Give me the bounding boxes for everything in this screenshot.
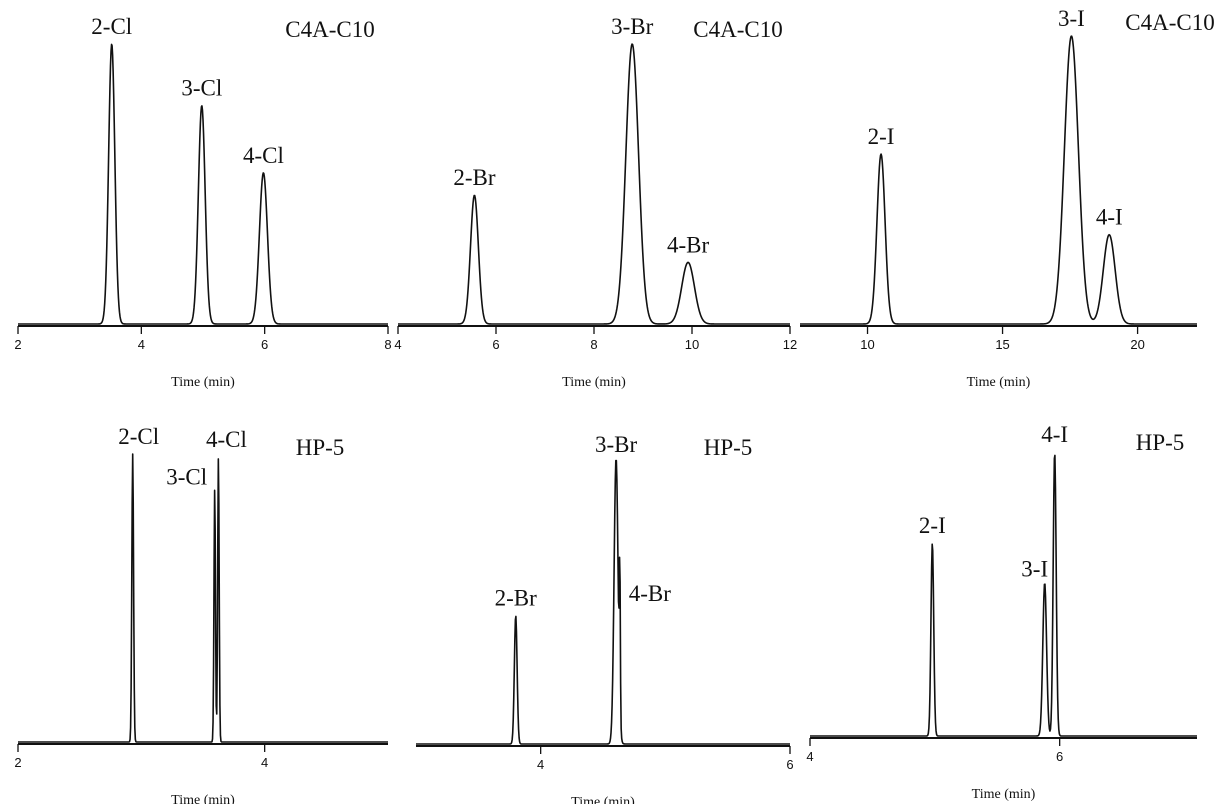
chromatogram-panel-4: 2 4 Time (min) HP-5 2-Cl 3-Cl 4-Cl xyxy=(14,424,389,804)
chromatogram-panel-1: 2 4 6 8 Time (min) C4A-C10 2-Cl 3-Cl 4-Cl xyxy=(14,14,391,390)
column-label: C4A-C10 xyxy=(285,17,374,42)
peak-label-4-I: 4-I xyxy=(1096,205,1123,230)
chromatogram-trace xyxy=(17,43,389,325)
x-axis-label: Time (min) xyxy=(171,375,235,390)
chromatogram-trace xyxy=(397,43,791,325)
x-tick-label: 6 xyxy=(261,337,268,352)
column-label: C4A-C10 xyxy=(693,17,782,42)
peak-label-4-Br: 4-Br xyxy=(629,581,672,606)
x-tick-label: 4 xyxy=(261,755,268,770)
chromatogram-panel-3: 10 15 20 Time (min) C4A-C10 2-I 3-I 4-I xyxy=(799,6,1215,390)
x-tick-label: 15 xyxy=(995,337,1009,352)
x-tick-label: 2 xyxy=(14,755,21,770)
peak-label-3-Br: 3-Br xyxy=(611,14,654,39)
peak-label-2-Cl: 2-Cl xyxy=(91,14,132,39)
x-tick-label: 2 xyxy=(14,337,21,352)
x-axis-label: Time (min) xyxy=(571,795,635,804)
x-axis-label: Time (min) xyxy=(171,793,235,804)
x-tick-label: 8 xyxy=(384,337,391,352)
peak-label-2-Br: 2-Br xyxy=(495,585,538,610)
x-tick-label: 20 xyxy=(1130,337,1144,352)
x-tick-label: 4 xyxy=(806,749,813,764)
x-tick-label: 6 xyxy=(786,757,793,772)
column-label: HP-5 xyxy=(1136,430,1185,455)
peak-label-2-I: 2-I xyxy=(868,124,895,149)
x-tick-label: 10 xyxy=(685,337,699,352)
peak-label-2-Cl: 2-Cl xyxy=(118,424,159,449)
peak-label-3-I: 3-I xyxy=(1021,557,1048,582)
peak-label-4-Br: 4-Br xyxy=(667,232,710,257)
x-tick-label: 10 xyxy=(860,337,874,352)
x-tick-label: 12 xyxy=(783,337,797,352)
x-axis-label: Time (min) xyxy=(972,787,1036,802)
x-tick-label: 4 xyxy=(138,337,145,352)
x-tick-label: 8 xyxy=(590,337,597,352)
peak-label-2-Br: 2-Br xyxy=(453,165,496,190)
chromatogram-trace xyxy=(809,454,1198,737)
column-label: HP-5 xyxy=(296,435,345,460)
peak-label-4-Cl: 4-Cl xyxy=(243,143,284,168)
peak-label-3-Br: 3-Br xyxy=(595,432,638,457)
peak-label-4-Cl: 4-Cl xyxy=(206,427,247,452)
x-tick-label: 4 xyxy=(394,337,401,352)
x-axis-label: Time (min) xyxy=(562,375,626,390)
peak-label-3-I: 3-I xyxy=(1058,6,1085,31)
column-label: HP-5 xyxy=(704,435,753,460)
chromatogram-trace xyxy=(799,35,1198,325)
chromatogram-panel-5: 4 6 Time (min) HP-5 2-Br 3-Br 4-Br xyxy=(415,432,794,804)
x-tick-label: 6 xyxy=(492,337,499,352)
peak-label-2-I: 2-I xyxy=(919,513,946,538)
column-label: C4A-C10 xyxy=(1125,10,1214,35)
chromatogram-panel-6: 4 6 Time (min) HP-5 2-I 3-I 4-I xyxy=(806,422,1198,802)
x-tick-label: 4 xyxy=(537,757,544,772)
x-axis-label: Time (min) xyxy=(967,375,1031,390)
chromatogram-panel-2: 4 6 8 10 12 Time (min) C4A-C10 2-Br 3-Br 4-Br xyxy=(394,14,797,390)
chromatogram-trace xyxy=(17,453,389,743)
peak-label-4-I: 4-I xyxy=(1041,422,1068,447)
peak-label-3-Cl: 3-Cl xyxy=(166,465,207,490)
peak-label-3-Cl: 3-Cl xyxy=(181,76,222,101)
x-tick-label: 6 xyxy=(1056,749,1063,764)
chromatogram-trace xyxy=(415,459,791,745)
